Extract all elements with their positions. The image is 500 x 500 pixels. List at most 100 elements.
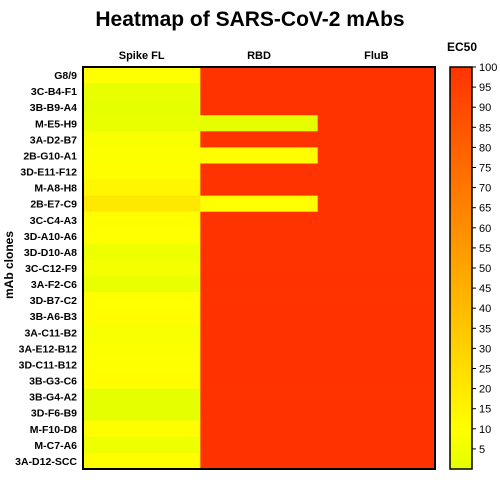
colorbar-tick-label: 15 [479, 404, 491, 416]
heatmap-cell [83, 115, 201, 132]
heatmap-cell [200, 147, 319, 165]
y-axis-label: mAb clones [2, 231, 16, 299]
row-label: 3B-B9-A4 [30, 102, 77, 114]
colorbar-ticks: 5 10 15 20 25 30 35 40 45 50 55 60 65 70 75 80 85 90 95 100 [472, 62, 497, 456]
colorbar-tick-label: 60 [479, 223, 491, 235]
heatmap-cell [200, 436, 319, 454]
column-labels: Spike FL RBD FluB [119, 50, 389, 62]
heatmap-cell [317, 195, 436, 213]
column-label: FluB [364, 50, 388, 62]
heatmap-cell [200, 356, 319, 374]
row-label: 3C-B4-F1 [31, 86, 77, 98]
row-label: G8/9 [54, 70, 77, 82]
heatmap-cell [200, 211, 319, 229]
heatmap-cell [83, 324, 201, 341]
heatmap-cell [200, 308, 319, 325]
heatmap-cell [200, 259, 319, 277]
row-label: 3B-A6-B3 [30, 311, 77, 323]
row-label: 3D-D10-A8 [24, 247, 77, 259]
colorbar-tick-label: 35 [479, 323, 491, 335]
row-label: 2B-E7-C9 [30, 199, 77, 211]
heatmap-cell [83, 131, 201, 148]
heatmap-cell [83, 179, 201, 197]
row-label: 2B-G10-A1 [23, 150, 77, 162]
colorbar-tick-label: 20 [479, 384, 491, 396]
colorbar-tick-label: 65 [479, 203, 491, 215]
heatmap-cell [317, 436, 436, 454]
colorbar [449, 66, 473, 470]
heatmap-cell [200, 195, 319, 213]
colorbar-tick-label: 100 [479, 62, 497, 74]
heatmap-cell [317, 243, 436, 261]
heatmap-cell [200, 340, 319, 358]
heatmap-cell [317, 211, 436, 229]
heatmap-cell [83, 420, 201, 438]
heatmap-cell [317, 115, 436, 132]
row-label: 3A-E12-B12 [19, 343, 78, 355]
heatmap-cell [200, 276, 319, 293]
heatmap-cell [83, 372, 201, 390]
heatmap-cell [83, 195, 201, 213]
heatmap-cell [83, 147, 201, 165]
heatmap-cell [317, 372, 436, 390]
heatmap-cell [200, 115, 319, 132]
heatmap-cell [200, 292, 319, 309]
heatmap-cell [200, 404, 319, 422]
column-label: Spike FL [119, 50, 165, 62]
colorbar-tick-label: 5 [479, 444, 485, 456]
heatmap-cell [317, 324, 436, 341]
colorbar-tick-label: 90 [479, 102, 491, 114]
heatmap-cell [317, 67, 436, 84]
heatmap-cell [83, 292, 201, 309]
row-label: 3D-B7-C2 [30, 295, 77, 307]
heatmap-cell [317, 452, 436, 470]
heatmap-cell [83, 308, 201, 325]
heatmap-cell [83, 404, 201, 422]
row-label: 3A-D12-SCC [15, 456, 77, 468]
row-label: 3A-C11-B2 [24, 327, 77, 339]
colorbar-tick-label: 95 [479, 82, 491, 94]
heatmap-cell [83, 436, 201, 454]
colorbar-tick-label: 10 [479, 424, 491, 436]
heatmap-cell [200, 388, 319, 406]
row-label: 3D-A10-A6 [24, 231, 77, 243]
heatmap-cell [83, 211, 201, 229]
row-label: M-E5-H9 [35, 118, 77, 130]
heatmap-cell [200, 324, 319, 341]
heatmap-cell [317, 83, 436, 100]
heatmap-cell [200, 179, 319, 197]
heatmap-cell [317, 308, 436, 325]
colorbar-tick-label: 40 [479, 303, 491, 315]
heatmap-cell [317, 292, 436, 309]
colorbar-tick-label: 45 [479, 283, 491, 295]
row-label: 3B-G3-C6 [29, 376, 77, 388]
colorbar-tick-label: 85 [479, 122, 491, 134]
heatmap-cell [83, 243, 201, 261]
colorbar-tick-label: 50 [479, 263, 491, 275]
chart-title: Heatmap of SARS-CoV-2 mAbs [95, 8, 405, 31]
colorbar-title: EC50 [447, 40, 477, 54]
heatmap-cell [317, 163, 436, 181]
heatmap-cell [317, 131, 436, 148]
heatmap-cell [317, 179, 436, 197]
heatmap-cell [83, 388, 201, 406]
heatmap-cell [317, 276, 436, 293]
heatmap-cell [200, 372, 319, 390]
row-label: M-F10-D8 [30, 424, 77, 436]
heatmap-cell [200, 420, 319, 438]
colorbar-tick-label: 55 [479, 243, 491, 255]
row-label: 3D-C11-B12 [19, 359, 78, 371]
heatmap-cell [200, 67, 319, 84]
heatmap-cell [83, 276, 201, 293]
heatmap-cell [317, 404, 436, 422]
heatmap-cell [83, 227, 201, 245]
heatmap-cell [317, 147, 436, 165]
colorbar-tick-label: 75 [479, 163, 491, 175]
row-label: 3B-G4-A2 [29, 392, 77, 404]
heatmap-cell [317, 99, 436, 116]
heatmap-cell [200, 452, 319, 470]
colorbar-tick-label: 80 [479, 142, 491, 154]
colorbar-tick-label: 30 [479, 343, 491, 355]
heatmap-cell [317, 227, 436, 245]
row-label: M-A8-H8 [34, 183, 77, 195]
